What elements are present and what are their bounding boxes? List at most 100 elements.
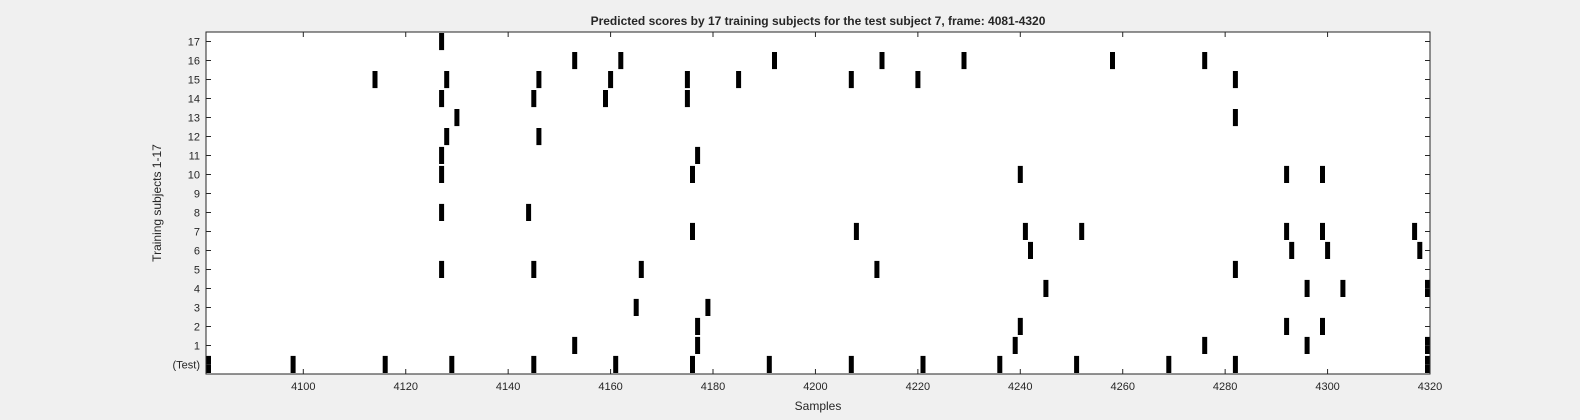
- raster-mark-row7-x4208: [853, 222, 859, 240]
- raster-mark-row7-x4317: [1412, 222, 1418, 240]
- y-tick-label: 11: [189, 151, 200, 163]
- raster-mark-row10-x4240: [1017, 165, 1023, 183]
- raster-mark-row15-x4220: [915, 71, 921, 89]
- y-tick-label: 2: [194, 322, 200, 334]
- raster-mark-row13-x4130: [454, 109, 460, 127]
- raster-mark-row5-x4166: [638, 260, 644, 278]
- y-tick-label: 8: [194, 208, 200, 220]
- y-tick-label: 13: [188, 113, 200, 125]
- raster-mark-row16-x4153: [572, 52, 578, 70]
- raster-mark-row3-x4165: [633, 298, 639, 316]
- raster-mark-row4-x4245: [1043, 279, 1049, 297]
- y-tick-label: 9: [194, 189, 200, 201]
- raster-mark-row0-x4236: [997, 355, 1003, 373]
- raster-mark-row3-x4179: [705, 298, 711, 316]
- plot-frame: [205, 31, 1431, 375]
- y-tick-label: 3: [194, 303, 200, 315]
- y-tick-label: (Test): [173, 360, 201, 372]
- y-tick-label: 5: [194, 265, 200, 277]
- raster-mark-row15-x4146: [536, 71, 542, 89]
- raster-mark-row7-x4292: [1284, 222, 1290, 240]
- raster-mark-row4-x4303: [1340, 279, 1346, 297]
- y-tick-label: 16: [188, 56, 200, 68]
- raster-mark-row15-x4207: [848, 71, 854, 89]
- raster-mark-row16-x4162: [618, 52, 624, 70]
- raster-mark-row15-x4128: [444, 71, 450, 89]
- raster-mark-row12-x4146: [536, 128, 542, 146]
- raster-mark-row14-x4127: [439, 90, 445, 108]
- raster-mark-row2-x4240: [1017, 317, 1023, 335]
- raster-mark-row1-x4296: [1304, 336, 1310, 354]
- x-tick-label: 4240: [1008, 381, 1032, 393]
- chart-title: Predicted scores by 17 training subjects…: [591, 14, 1046, 28]
- raster-mark-row0-x4161: [613, 355, 619, 373]
- raster-mark-row8-x4144: [526, 203, 532, 221]
- raster-mark-row11-x4177: [695, 146, 701, 164]
- raster-mark-row14-x4159: [603, 90, 608, 108]
- raster-mark-row15-x4160: [608, 71, 614, 89]
- raster-mark-row10-x4292: [1284, 165, 1290, 183]
- raster-mark-row1-x4153: [572, 336, 578, 354]
- raster-mark-row0-x4116: [382, 355, 388, 373]
- raster-mark-row2-x4292: [1284, 317, 1290, 335]
- raster-mark-row16-x4258: [1110, 52, 1115, 70]
- raster-mark-row1-x4239: [1012, 336, 1018, 354]
- raster-marks: [206, 33, 1430, 373]
- raster-mark-row11-x4127: [439, 146, 445, 164]
- raster-mark-row14-x4145: [531, 90, 537, 108]
- x-tick-label: 4260: [1110, 381, 1134, 393]
- raster-mark-row0-x4176: [690, 355, 695, 373]
- y-tick-label: 4: [194, 284, 200, 296]
- raster-mark-row0-x4251: [1074, 355, 1080, 373]
- raster-mark-row0-x4145: [531, 355, 537, 373]
- raster-mark-row17-x4127: [439, 33, 445, 51]
- raster-mark-row5-x4212: [874, 260, 880, 278]
- raster-mark-row8-x4127: [439, 203, 445, 221]
- y-tick-label: 14: [188, 94, 200, 106]
- y-tick-label: 17: [188, 37, 200, 49]
- x-tick-label: 4320: [1418, 381, 1442, 393]
- raster-mark-row6-x4293: [1289, 241, 1295, 259]
- raster-mark-row5-x4127: [439, 260, 445, 278]
- raster-mark-row15-x4185: [736, 71, 742, 89]
- x-tick-label: 4180: [701, 381, 725, 393]
- raster-mark-row10-x4299: [1320, 165, 1325, 183]
- raster-mark-row6-x4318: [1417, 241, 1423, 259]
- raster-mark-row14-x4175: [684, 90, 690, 108]
- raster-mark-row2-x4177: [695, 317, 701, 335]
- raster-mark-row7-x4241: [1022, 222, 1028, 240]
- raster-mark-row7-x4252: [1079, 222, 1085, 240]
- x-tick-label: 4140: [496, 381, 520, 393]
- raster-mark-row7-x4299: [1320, 222, 1325, 240]
- raster-mark-row4-x4296: [1304, 279, 1310, 297]
- raster-mark-row5-x4145: [531, 260, 537, 278]
- x-axis-label: Samples: [795, 399, 842, 413]
- raster-mark-row16-x4213: [879, 52, 885, 70]
- raster-mark-row0-x4221: [920, 355, 926, 373]
- raster-mark-row16-x4229: [961, 52, 967, 70]
- x-tick-label: 4280: [1213, 381, 1237, 393]
- raster-mark-row7-x4176: [690, 222, 695, 240]
- plot-area: [206, 32, 1430, 374]
- raster-mark-row0-x4207: [848, 355, 854, 373]
- y-tick-label: 7: [194, 227, 200, 239]
- raster-mark-row15-x4282: [1232, 71, 1238, 89]
- raster-mark-row0-x4129: [449, 355, 455, 373]
- raster-mark-row13-x4282: [1232, 109, 1238, 127]
- raster-mark-row10-x4176: [690, 165, 695, 183]
- raster-mark-row15-x4175: [684, 71, 690, 89]
- raster-mark-row1-x4276: [1202, 336, 1208, 354]
- raster-mark-row0-x4098: [290, 355, 296, 373]
- y-tick-label: 15: [188, 75, 200, 87]
- raster-mark-row15-x4114: [372, 71, 378, 89]
- raster-mark-row10-x4127: [439, 165, 445, 183]
- raster-mark-row0-x4282: [1232, 355, 1238, 373]
- raster-mark-row0-x4269: [1166, 355, 1172, 373]
- x-tick-label: 4100: [291, 381, 315, 393]
- raster-mark-row0-x4191: [766, 355, 772, 373]
- raster-mark-row2-x4299: [1320, 317, 1325, 335]
- y-axis-label: Training subjects 1-17: [150, 144, 164, 262]
- raster-mark-row16-x4192: [772, 52, 777, 70]
